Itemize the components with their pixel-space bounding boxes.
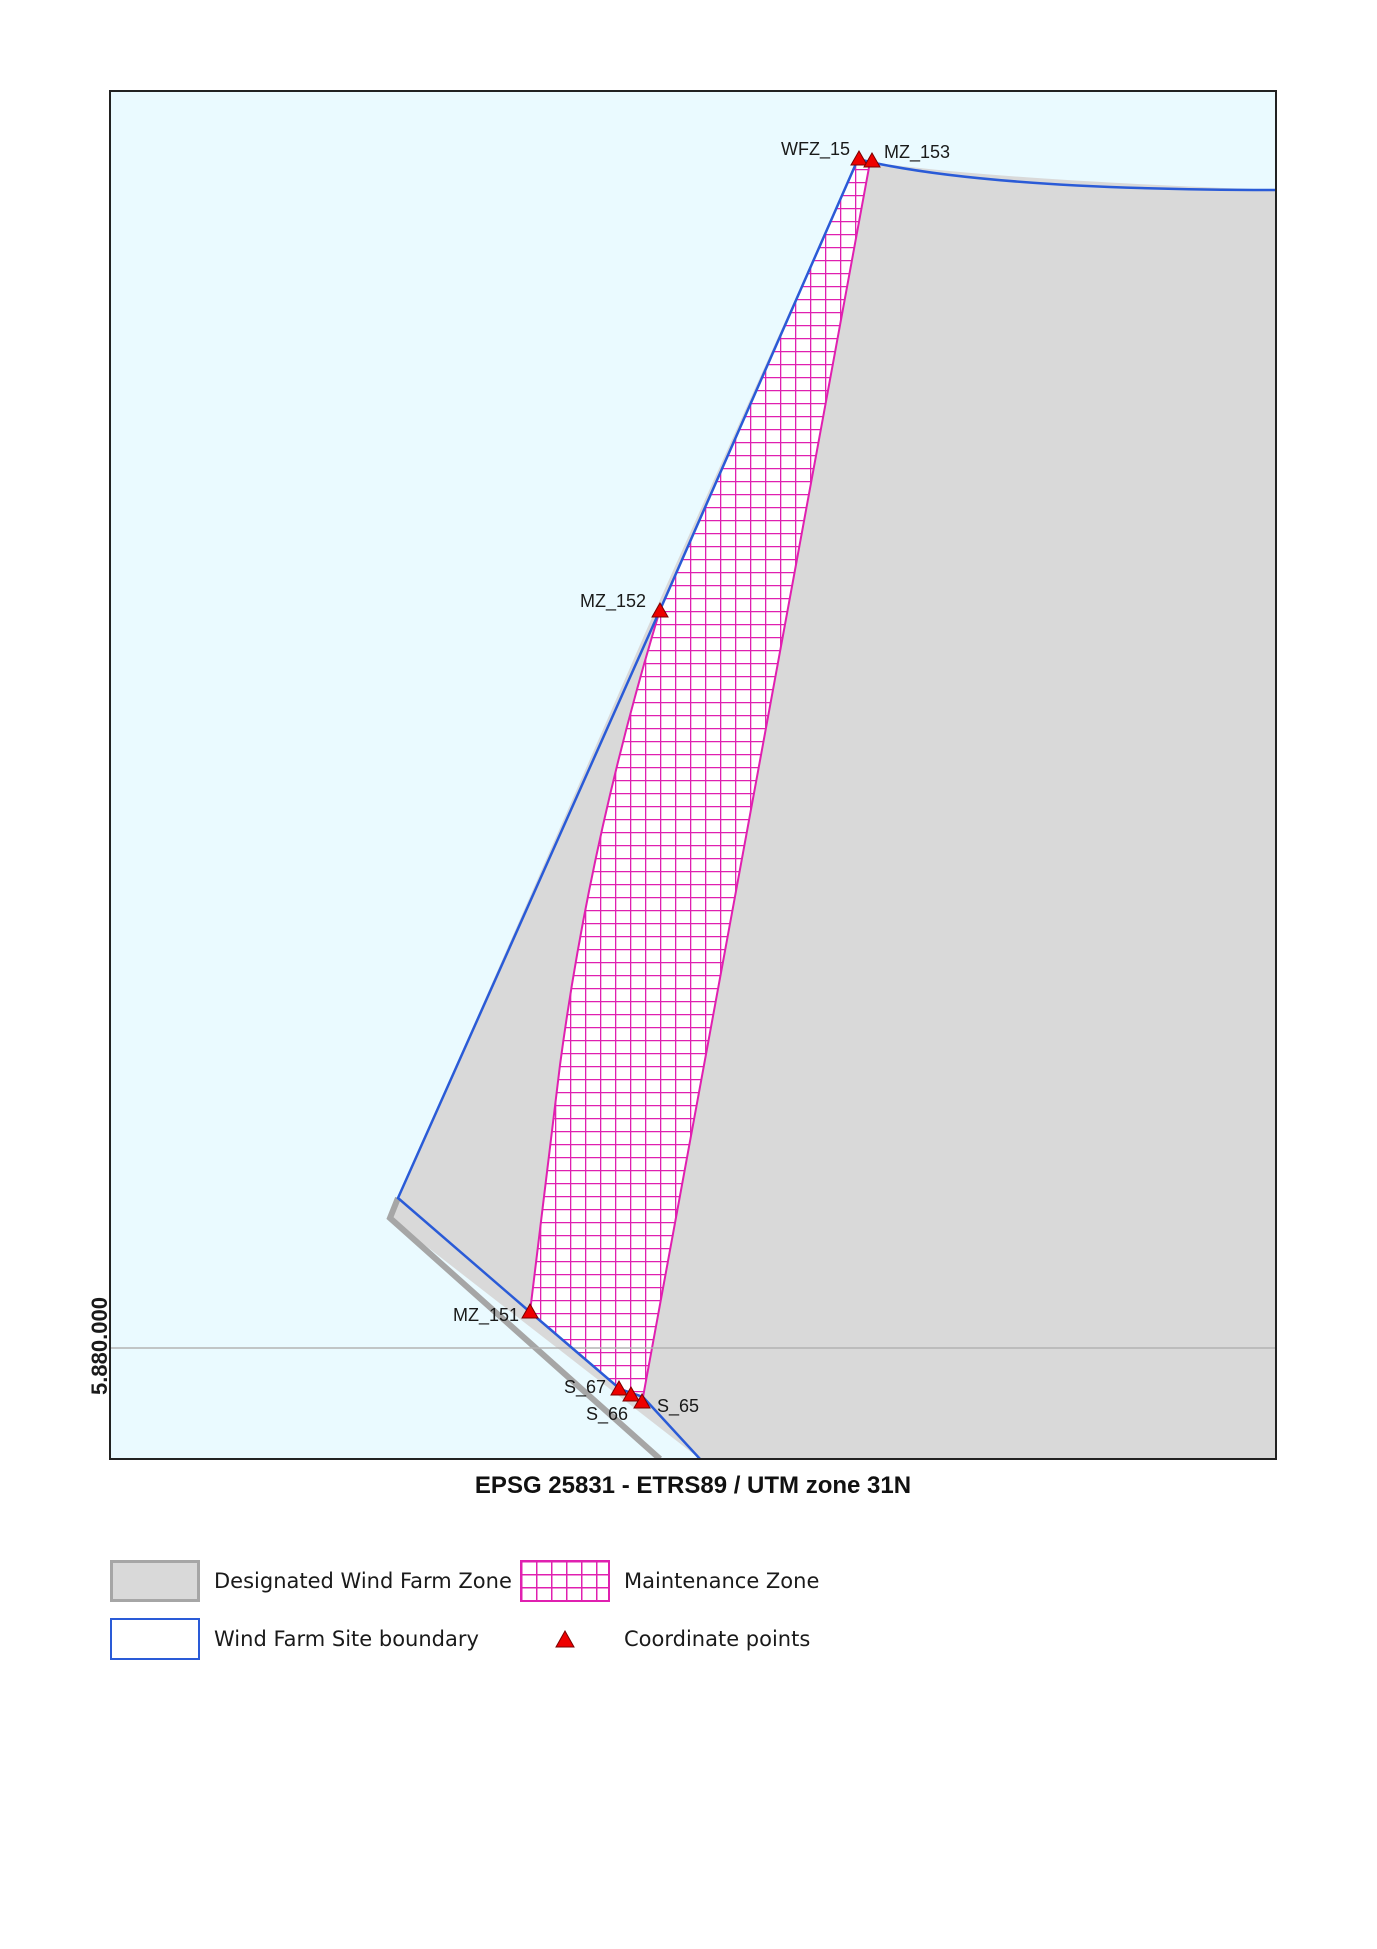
northing-label: 5.880.000 — [87, 1297, 112, 1395]
point-marker-s-66[interactable] — [622, 1385, 640, 1402]
legend-item-zone: Designated Wind Farm Zone — [110, 1558, 512, 1604]
legend-item-maintenance: Maintenance Zone — [520, 1558, 819, 1604]
legend-item-points: Coordinate points — [520, 1616, 810, 1662]
legend-item-boundary: Wind Farm Site boundary — [110, 1616, 479, 1662]
point-label-s-66: S_66 — [586, 1404, 628, 1425]
point-label-s-67: S_67 — [564, 1377, 606, 1398]
legend-swatch-maintenance — [520, 1560, 610, 1602]
point-marker-s-65[interactable] — [633, 1392, 651, 1409]
legend-label-maintenance: Maintenance Zone — [624, 1569, 820, 1593]
triangle-icon — [520, 1618, 610, 1660]
maintenance-zone-area — [528, 157, 872, 1399]
point-marker-mz-153[interactable] — [863, 151, 881, 168]
point-label-mz-152: MZ_152 — [580, 591, 646, 612]
legend-swatch-boundary — [110, 1618, 200, 1660]
point-label-mz-153: MZ_153 — [884, 142, 950, 163]
point-marker-s-67[interactable] — [610, 1379, 628, 1396]
point-marker-wfz-15[interactable] — [850, 149, 868, 166]
point-marker-mz-152[interactable] — [651, 601, 669, 618]
coordinate-points — [521, 149, 881, 1409]
point-label-wfz-15: WFZ_15 — [781, 139, 850, 160]
crs-caption: EPSG 25831 - ETRS89 / UTM zone 31N — [474, 1472, 912, 1499]
legend-label-boundary: Wind Farm Site boundary — [214, 1627, 479, 1651]
legend-swatch-zone — [110, 1560, 200, 1602]
designated-zone-edge — [386, 1196, 662, 1459]
legend-label-zone: Designated Wind Farm Zone — [214, 1569, 512, 1593]
point-marker-mz-151[interactable] — [521, 1302, 539, 1319]
point-label-s-65: S_65 — [657, 1396, 699, 1417]
map-frame — [109, 90, 1277, 1460]
point-label-mz-151: MZ_151 — [453, 1305, 519, 1326]
legend-label-points: Coordinate points — [624, 1627, 811, 1651]
